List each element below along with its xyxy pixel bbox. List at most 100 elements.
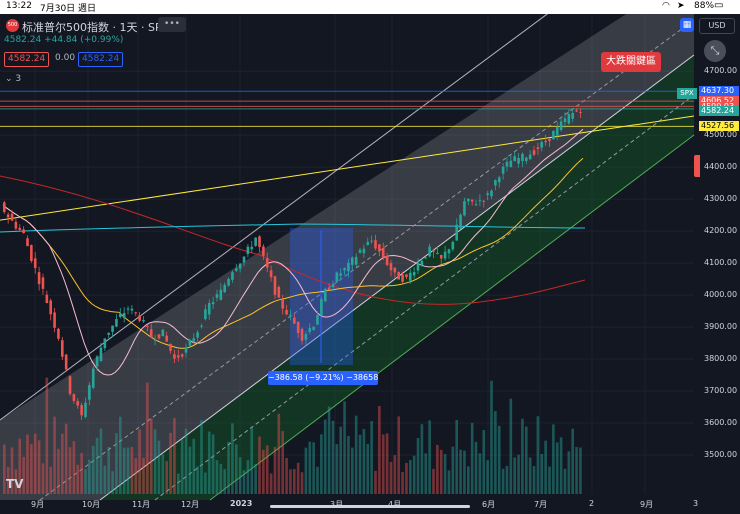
candle-body-121: [470, 199, 474, 202]
volume-bar-78: [304, 447, 308, 494]
volume-bar-102: [397, 416, 400, 494]
y-tick-10: 3600.00: [704, 418, 738, 428]
volume-bar-126: [490, 380, 493, 494]
candle-body-118: [459, 214, 462, 229]
volume-bar-124: [482, 430, 486, 494]
volume-bar-54: [211, 434, 215, 494]
more-icon[interactable]: •••: [158, 17, 186, 32]
candle-body-138: [536, 147, 540, 150]
side-panel-handle[interactable]: [694, 155, 700, 177]
candle-body-20: [80, 404, 83, 416]
volume-bar-72: [281, 430, 284, 494]
candle-body-107: [416, 262, 420, 271]
candle-body-24: [95, 356, 99, 367]
candle-body-45: [177, 355, 180, 358]
volume-bar-75: [293, 469, 296, 494]
symbol-tag: SPX: [677, 88, 697, 99]
candle-body-63: [246, 246, 250, 254]
ma-20: [2, 128, 584, 376]
candle-body-116: [451, 241, 455, 250]
price-tag-0: 4637.30: [699, 86, 739, 97]
candle-body-64: [250, 246, 254, 250]
candle-body-86: [335, 272, 339, 282]
candle-body-66: [258, 236, 261, 247]
volume-bar-49: [192, 438, 196, 494]
candle-body-93: [362, 248, 366, 254]
candle-body-57: [223, 284, 226, 293]
symbol-title[interactable]: 标准普尔500指数 · 1天 · SP: [22, 21, 162, 34]
candle-body-68: [265, 258, 269, 268]
volume-bar-84: [327, 406, 331, 494]
volume-bar-19: [76, 464, 80, 494]
volume-bar-24: [95, 437, 99, 494]
y-tick-4: 4200.00: [704, 226, 738, 236]
calendar-icon[interactable]: ▦: [680, 18, 694, 32]
x-tick-5: 3月: [330, 499, 343, 510]
volume-bar-123: [478, 453, 482, 494]
candle-body-39: [153, 339, 157, 341]
candle-body-145: [563, 118, 567, 123]
volume-bar-130: [505, 465, 509, 494]
home-indicator[interactable]: [270, 505, 470, 508]
currency-label[interactable]: USD: [699, 18, 735, 34]
candle-body-48: [188, 339, 192, 346]
candle-body-55: [215, 294, 219, 298]
candle-body-8: [33, 258, 37, 269]
candle-body-143: [555, 126, 559, 136]
volume-bar-81: [316, 466, 319, 494]
volume-bar-95: [370, 421, 373, 494]
volume-bar-23: [91, 445, 95, 494]
volume-bar-28: [111, 471, 114, 494]
y-tick-11: 3500.00: [704, 450, 738, 459]
volume-bar-120: [467, 466, 470, 494]
volume-bar-89: [347, 435, 350, 494]
candle-body-128: [497, 177, 501, 183]
volume-bar-12: [49, 466, 52, 494]
volume-bar-91: [354, 415, 358, 494]
volume-bar-56: [219, 463, 223, 494]
candle-body-133: [517, 157, 520, 164]
candle-body-78: [304, 333, 308, 340]
volume-bar-59: [231, 423, 234, 494]
candle-body-125: [486, 193, 489, 196]
candle-body-54: [211, 302, 215, 305]
candle-body-4: [18, 227, 22, 230]
volume-bar-55: [215, 460, 219, 494]
candle-body-6: [26, 238, 29, 247]
volume-bar-17: [68, 447, 72, 494]
buy-price-box[interactable]: 4582.24: [78, 52, 124, 67]
candle-body-101: [393, 267, 397, 273]
volume-bar-8: [33, 433, 37, 494]
candle-body-81: [316, 315, 319, 325]
candle-body-12: [49, 300, 52, 315]
chevron-down-icon: ⌄: [5, 74, 16, 84]
status-date: 7月30日 週日: [40, 4, 97, 14]
candle-body-50: [196, 332, 199, 338]
volume-bar-138: [536, 416, 540, 494]
indicator-collapse[interactable]: ⌄ 3: [5, 74, 21, 84]
candle-body-59: [231, 272, 234, 280]
volume-bar-67: [262, 449, 265, 494]
candle-body-18: [72, 394, 76, 401]
callout-label[interactable]: 大跌關鍵區: [601, 52, 661, 72]
candle-body-117: [455, 224, 458, 241]
candle-body-35: [138, 315, 141, 321]
volume-bar-6: [26, 434, 29, 494]
volume-bar-27: [107, 446, 110, 494]
x-tick-11: 3: [693, 499, 699, 508]
x-tick-0: 9月: [31, 500, 45, 509]
upper-channel: [0, 0, 694, 500]
volume-bar-99: [385, 433, 389, 494]
tradingview-logo: TV: [6, 477, 24, 491]
sell-price-box[interactable]: 4582.24: [4, 52, 50, 67]
candle-body-33: [130, 308, 134, 311]
volume-bar-76: [296, 462, 300, 494]
crosshair-icon[interactable]: ⤡: [704, 40, 726, 62]
candle-body-80: [312, 326, 315, 330]
candle-body-83: [323, 288, 327, 302]
candle-body-142: [552, 130, 555, 140]
volume-bar-145: [563, 468, 567, 494]
volume-bar-37: [146, 382, 149, 494]
volume-bar-132: [513, 457, 516, 494]
